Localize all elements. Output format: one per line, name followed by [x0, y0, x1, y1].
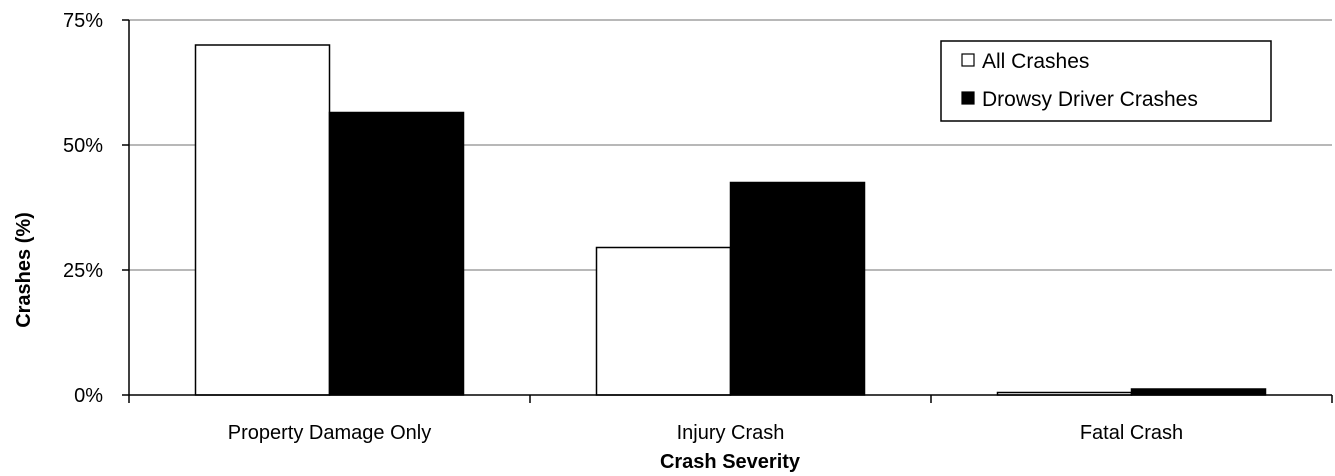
x-axis-title: Crash Severity: [660, 451, 801, 473]
bar-all-crashes-property-damage-only: [194, 44, 331, 396]
legend-swatch-drowsy-driver-crashes: [961, 91, 975, 105]
legend-label-all-crashes: All Crashes: [982, 50, 1089, 73]
bars: [194, 44, 1267, 396]
legend: All Crashes Drowsy Driver Crashes: [940, 40, 1272, 122]
y-axis-title: Crashes (%): [13, 212, 35, 328]
y-tick-label: 75%: [63, 10, 103, 32]
bar-drowsy-driver-crashes-injury-crash: [729, 181, 866, 396]
y-tick-label: 50%: [63, 135, 103, 157]
x-tick-label-property-damage-only: Property Damage Only: [228, 422, 431, 444]
axes: [122, 19, 1333, 403]
x-tick-label-fatal-crash: Fatal Crash: [1080, 422, 1183, 444]
bar-drowsy-driver-crashes-fatal-crash: [1130, 388, 1267, 396]
bar-drowsy-driver-crashes-property-damage-only: [328, 111, 465, 396]
legend-swatch-all-crashes: [961, 53, 975, 67]
bar-all-crashes-injury-crash: [595, 246, 732, 396]
x-tick-labels: Property Damage Only Injury Crash Fatal Cr…: [228, 422, 1183, 444]
legend-box: [940, 40, 1272, 122]
y-tick-label: 0%: [74, 385, 103, 407]
y-tick-labels: 0% 25% 50% 75%: [63, 10, 103, 407]
legend-label-drowsy-driver-crashes: Drowsy Driver Crashes: [982, 88, 1198, 111]
y-tick-label: 25%: [63, 260, 103, 282]
x-tick-label-injury-crash: Injury Crash: [677, 422, 785, 444]
